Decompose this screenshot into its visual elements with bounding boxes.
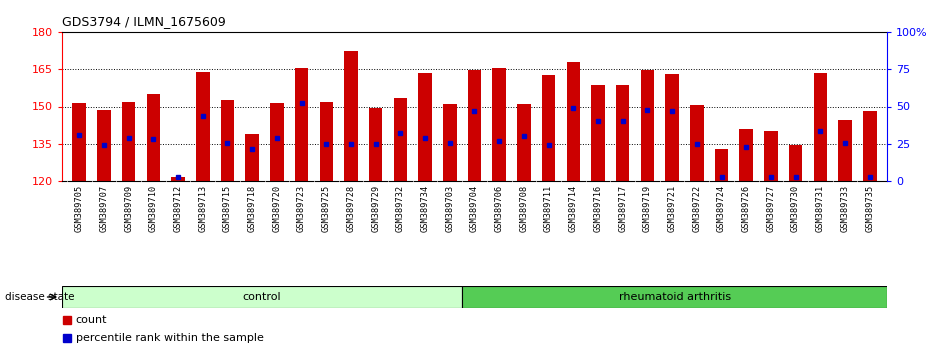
Bar [839,120,852,181]
Bar [345,51,358,181]
Bar [270,103,284,181]
Text: GSM389734: GSM389734 [421,185,430,233]
Bar [221,100,235,181]
Text: GSM389705: GSM389705 [75,185,84,233]
Text: GSM389730: GSM389730 [792,185,800,233]
Text: GSM389724: GSM389724 [717,185,726,233]
Text: GSM389720: GSM389720 [272,185,282,233]
Bar [393,98,408,181]
Text: GSM389716: GSM389716 [593,185,603,233]
Text: GSM389718: GSM389718 [248,185,256,233]
Bar [566,62,580,181]
Text: count: count [75,315,107,325]
Bar [196,72,209,181]
Text: GSM389723: GSM389723 [297,185,306,233]
Text: GSM389711: GSM389711 [544,185,553,233]
Text: GSM389714: GSM389714 [569,185,577,233]
Text: GSM389717: GSM389717 [618,185,627,233]
Bar [443,104,456,181]
Bar [640,70,654,181]
Text: rheumatoid arthritis: rheumatoid arthritis [619,292,731,302]
Text: GSM389709: GSM389709 [124,185,133,233]
Bar [764,131,777,181]
Bar [122,102,135,181]
Bar [863,112,876,181]
Bar [468,70,482,181]
Bar [492,68,506,181]
Text: GSM389704: GSM389704 [470,185,479,233]
Text: GSM389710: GSM389710 [149,185,158,233]
Text: GSM389727: GSM389727 [766,185,776,233]
Bar [715,149,729,181]
Bar [62,286,462,308]
Text: percentile rank within the sample: percentile rank within the sample [75,333,264,343]
Bar [592,85,605,181]
Text: GDS3794 / ILMN_1675609: GDS3794 / ILMN_1675609 [62,16,225,28]
Text: GSM389713: GSM389713 [198,185,208,233]
Text: GSM389715: GSM389715 [223,185,232,233]
Bar [690,105,703,181]
Bar [245,134,259,181]
Bar [171,177,185,181]
Text: GSM389725: GSM389725 [322,185,331,233]
Text: control: control [243,292,282,302]
Text: GSM389722: GSM389722 [692,185,701,233]
Text: GSM389707: GSM389707 [100,185,109,233]
Bar [616,85,629,181]
Bar [666,74,679,181]
Text: GSM389708: GSM389708 [519,185,529,233]
Text: GSM389729: GSM389729 [371,185,380,233]
Bar [369,108,382,181]
Text: disease state: disease state [5,292,74,302]
Bar [72,103,86,181]
Bar [462,286,887,308]
Bar [295,68,308,181]
Bar [789,145,803,181]
Text: GSM389735: GSM389735 [865,185,874,233]
Bar [146,94,161,181]
Text: GSM389728: GSM389728 [346,185,356,233]
Bar [739,129,753,181]
Text: GSM389731: GSM389731 [816,185,824,233]
Text: GSM389721: GSM389721 [668,185,677,233]
Text: GSM389719: GSM389719 [643,185,652,233]
Bar [813,73,827,181]
Bar [98,110,111,181]
Text: GSM389732: GSM389732 [396,185,405,233]
Bar [319,102,333,181]
Text: GSM389733: GSM389733 [840,185,850,233]
Bar [517,104,531,181]
Bar [542,75,555,181]
Text: GSM389726: GSM389726 [742,185,750,233]
Text: GSM389706: GSM389706 [495,185,503,233]
Text: GSM389712: GSM389712 [174,185,182,233]
Bar [418,73,432,181]
Text: GSM389703: GSM389703 [445,185,454,233]
